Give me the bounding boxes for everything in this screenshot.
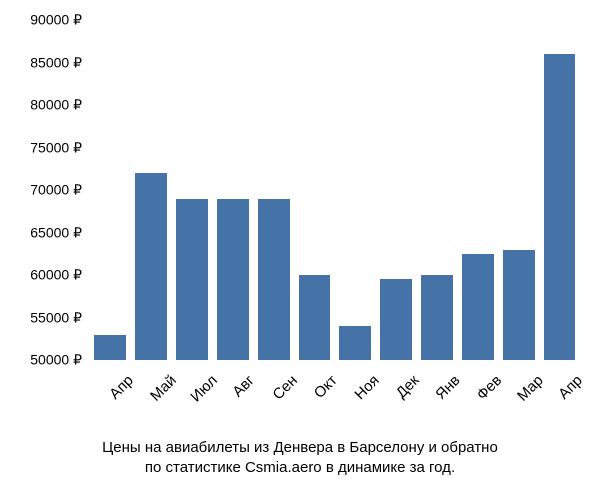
bar [503,250,535,361]
bar-slot [335,20,376,360]
bar [135,173,167,360]
bar [544,54,576,360]
bar [217,199,249,361]
bar [299,275,331,360]
bar-slot [253,20,294,360]
bar-slot [90,20,131,360]
price-chart: 50000 ₽ 55000 ₽ 60000 ₽ 65000 ₽ 70000 ₽ 75000… [0,0,600,500]
x-axis: АпрМайИюлАвгСенОктНояДекЯнвФевМарАпр [90,362,580,432]
y-tick-label: 80000 ₽ [30,97,82,114]
x-label-slot: Окт [294,362,335,432]
x-label-slot: Сен [253,362,294,432]
bar [176,199,208,361]
bar [462,254,494,360]
y-tick-label: 70000 ₽ [30,182,82,199]
x-label-slot: Апр [539,362,580,432]
x-label-slot: Июл [172,362,213,432]
bar-slot [294,20,335,360]
bar-slot [376,20,417,360]
y-tick-label: 60000 ₽ [30,267,82,284]
bars-container [90,20,580,360]
bar [421,275,453,360]
y-tick-label: 65000 ₽ [30,224,82,241]
bar [258,199,290,361]
y-tick-label: 55000 ₽ [30,309,82,326]
bar-slot [212,20,253,360]
x-label-slot: Авг [212,362,253,432]
bar-slot [172,20,213,360]
caption-line-1: Цены на авиабилеты из Денвера в Барселон… [102,439,498,456]
x-tick-label: Апр [555,372,586,403]
y-tick-label: 50000 ₽ [30,352,82,369]
y-axis: 50000 ₽55000 ₽60000 ₽65000 ₽70000 ₽75000… [0,20,90,360]
bar-slot [498,20,539,360]
bar [94,335,126,361]
chart-caption: Цены на авиабилеты из Денвера в Барселон… [0,438,600,479]
x-label-slot: Мар [498,362,539,432]
caption-line-2: по статистике Csmia.aero в динамике за г… [145,459,455,476]
x-label-slot: Апр [90,362,131,432]
plot-area [90,20,580,360]
bar-slot [539,20,580,360]
bar-slot [417,20,458,360]
bar [380,279,412,360]
x-label-slot: Янв [417,362,458,432]
x-label-slot: Дек [376,362,417,432]
x-label-slot: Ноя [335,362,376,432]
bar [339,326,371,360]
y-tick-label: 85000 ₽ [30,54,82,71]
y-tick-label: 75000 ₽ [30,139,82,156]
x-label-slot: Май [131,362,172,432]
bar-slot [457,20,498,360]
y-tick-label: 90000 ₽ [30,12,82,29]
x-label-slot: Фев [457,362,498,432]
bar-slot [131,20,172,360]
